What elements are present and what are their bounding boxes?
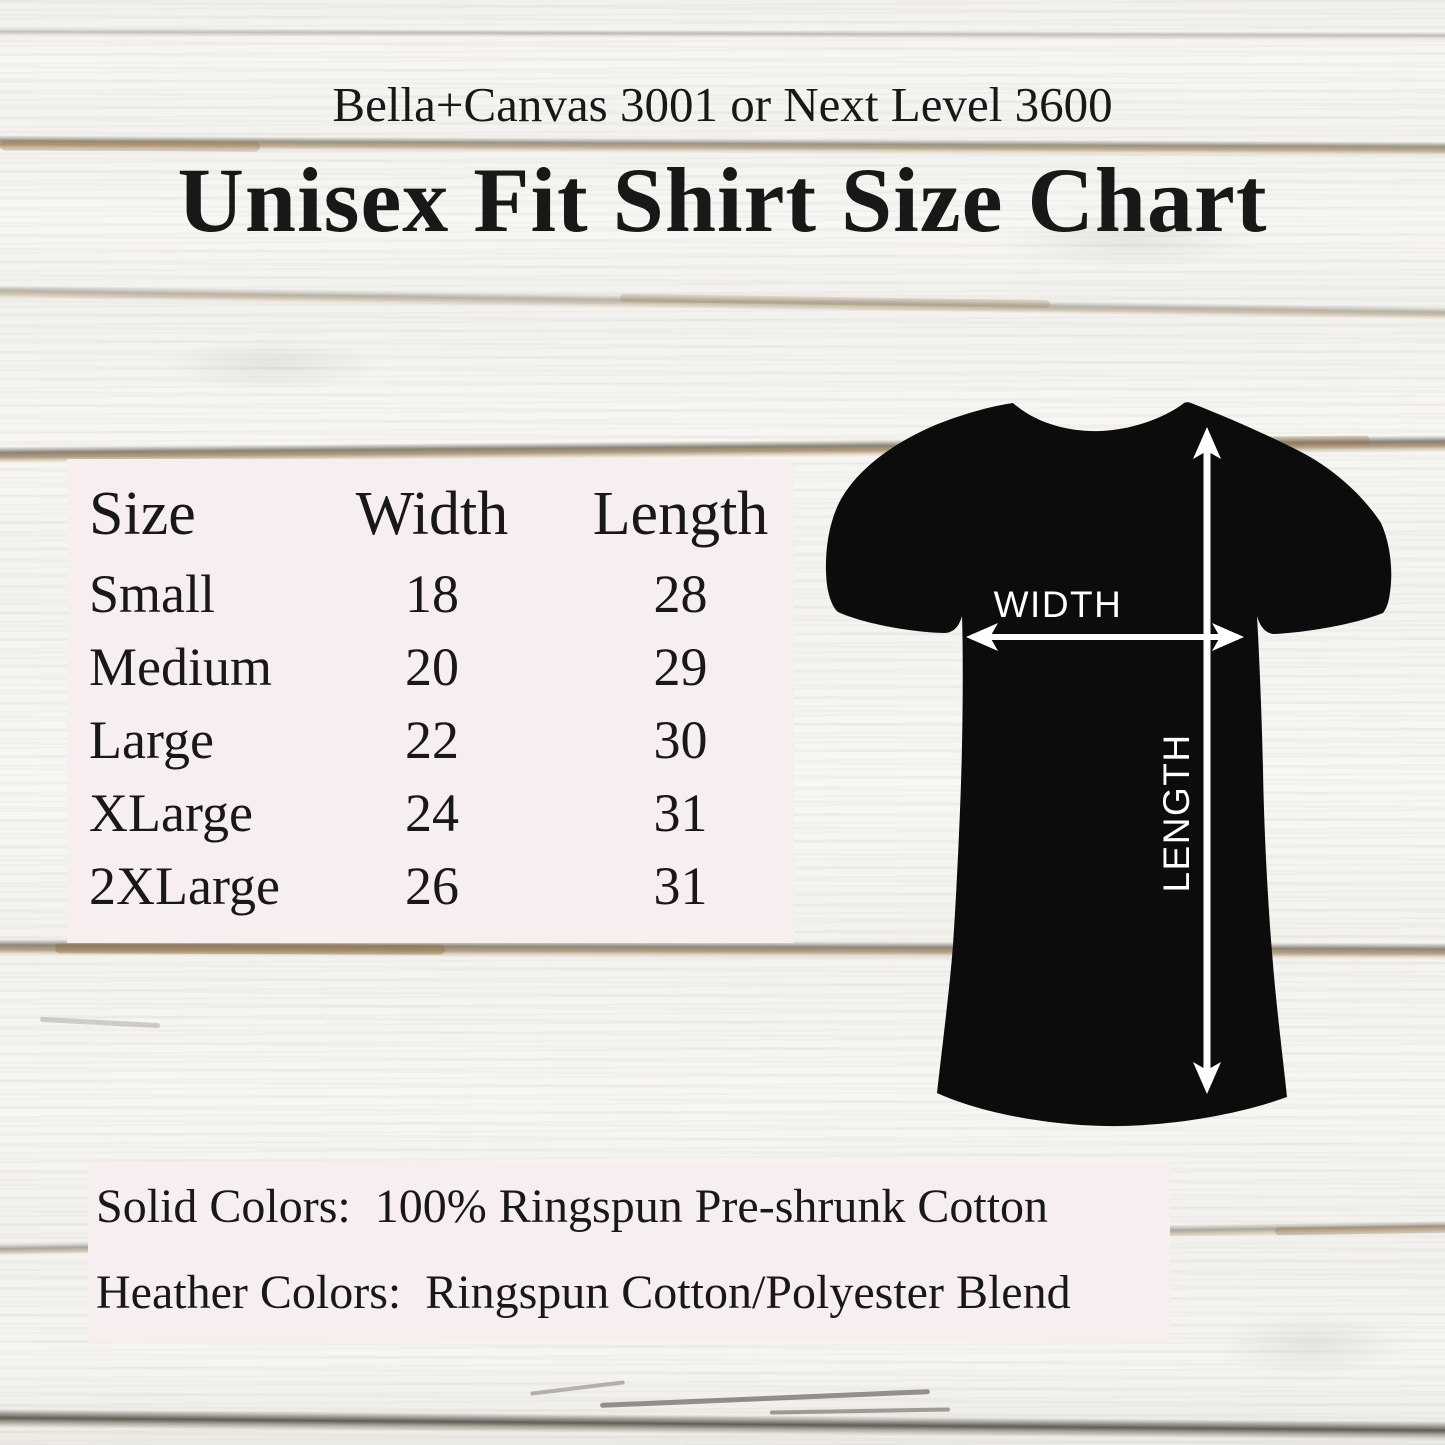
table-row-size: Large [89,709,214,770]
plank-groove [0,1408,1445,1441]
width-arrowhead-left [966,623,998,651]
arrowheads-and-labels: WIDTH LENGTH [966,427,1244,1094]
wood-stain [619,293,1051,309]
table-row-length: 28 [653,563,708,624]
solid-colors-note: Solid Colors: 100% Ringspun Pre-shrunk C… [96,1180,1049,1233]
wood-stain [54,943,446,955]
size-table: Size Width Length Small 18 28 Medium 20 … [67,471,794,922]
heather-colors-note: Heather Colors: Ringspun Cotton/Polyeste… [96,1265,1071,1319]
table-row-width: 20 [405,636,459,697]
table-row-length: 31 [653,855,708,916]
page-title: Unisex Fit Shirt Size Chart [177,149,1268,251]
plank-groove [0,284,1445,321]
length-arrow-label: LENGTH [1156,733,1197,892]
table-row-size: XLarge [89,782,253,843]
table-row-size: Small [89,563,216,624]
table-row-size: Medium [89,636,272,697]
wood-smudge [120,330,420,400]
fabric-info-panel: Solid Colors: 100% Ringspun Pre-shrunk C… [88,1162,1170,1342]
wood-stain [1274,1224,1445,1236]
table-row-length: 29 [653,636,708,697]
column-header-size: Size [89,479,196,548]
tshirt-diagram: WIDTH LENGTH [825,402,1392,1127]
plank-groove [0,28,1445,40]
table-row-width: 24 [405,782,459,843]
size-table-panel: Size Width Length Small 18 28 Medium 20 … [67,459,794,943]
tshirt-silhouette [825,402,1392,1127]
table-row-width: 26 [405,855,459,916]
length-arrowhead-top [1193,427,1221,459]
table-row-size: 2XLarge [89,855,280,916]
wood-scratch [600,1389,930,1408]
width-arrow-label: WIDTH [994,584,1123,625]
brand-subtitle: Bella+Canvas 3001 or Next Level 3600 [332,77,1113,132]
length-arrowhead-bottom [1193,1062,1221,1094]
wood-smudge [1180,1300,1440,1390]
table-row-length: 30 [653,709,708,770]
column-header-length: Length [592,479,769,548]
table-row-length: 31 [653,782,708,843]
wood-scratch [769,1407,951,1415]
width-arrowhead-right [1212,623,1244,651]
column-header-width: Width [355,479,509,548]
wood-scratch [39,1016,161,1029]
table-row-width: 22 [405,709,459,770]
table-row-width: 18 [405,563,459,624]
wood-scratch [530,1380,625,1396]
